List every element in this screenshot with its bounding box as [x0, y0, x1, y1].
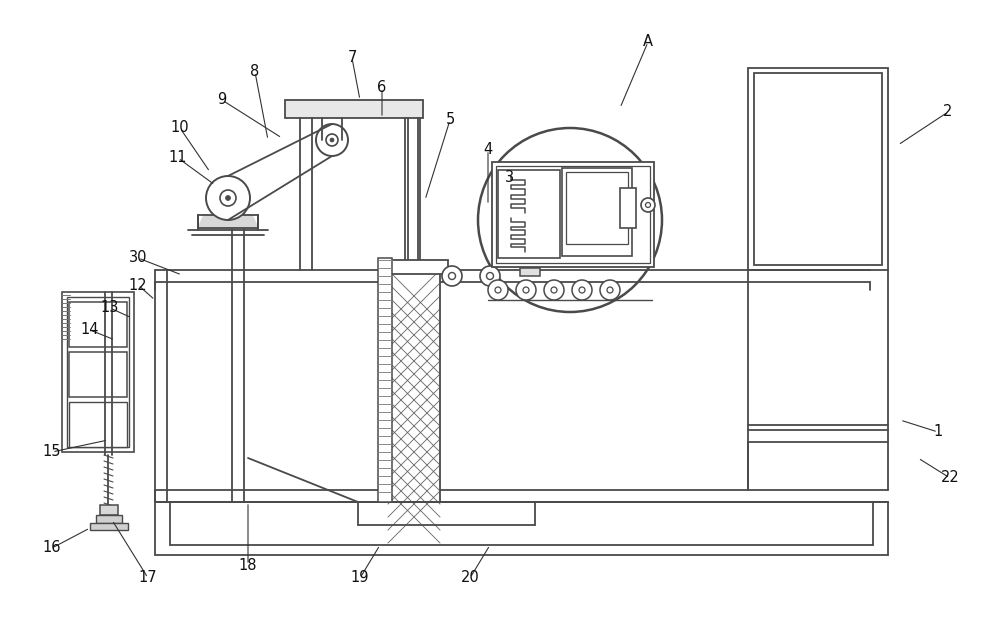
Bar	[100, 505, 118, 515]
Text: 14: 14	[81, 322, 99, 337]
Text: 19: 19	[351, 571, 369, 586]
Circle shape	[330, 138, 334, 142]
Bar	[69, 352, 127, 397]
Bar	[620, 188, 636, 228]
Text: 17: 17	[139, 571, 157, 586]
Text: 22: 22	[941, 471, 959, 486]
Bar	[492, 162, 654, 267]
Bar	[285, 100, 423, 118]
Circle shape	[480, 266, 500, 286]
Bar	[69, 302, 127, 347]
Bar	[566, 172, 628, 244]
Circle shape	[206, 176, 250, 220]
Polygon shape	[198, 215, 258, 228]
Text: 7: 7	[347, 50, 357, 65]
Circle shape	[516, 280, 536, 300]
Circle shape	[488, 280, 508, 300]
Text: 10: 10	[171, 120, 189, 135]
Text: 20: 20	[461, 571, 479, 586]
Text: 9: 9	[217, 93, 227, 107]
Bar	[562, 168, 632, 256]
Text: 15: 15	[43, 445, 61, 460]
Bar	[498, 170, 560, 258]
Circle shape	[226, 196, 230, 201]
Text: 11: 11	[169, 150, 187, 166]
Bar	[378, 258, 392, 502]
Text: 12: 12	[129, 278, 147, 292]
Bar	[62, 292, 134, 452]
Text: 30: 30	[129, 250, 147, 266]
Text: 8: 8	[250, 65, 260, 79]
Text: 5: 5	[445, 112, 455, 127]
Bar	[69, 402, 127, 447]
Circle shape	[544, 280, 564, 300]
Bar	[96, 515, 122, 523]
Text: 13: 13	[101, 301, 119, 315]
Text: 18: 18	[239, 558, 257, 573]
Text: 6: 6	[377, 81, 387, 96]
Circle shape	[478, 128, 662, 312]
Bar	[496, 166, 650, 263]
Text: 3: 3	[505, 171, 515, 186]
Circle shape	[442, 266, 462, 286]
Text: 1: 1	[933, 425, 943, 440]
Bar	[67, 297, 129, 447]
Circle shape	[316, 124, 348, 156]
Text: 4: 4	[483, 142, 493, 158]
Circle shape	[600, 280, 620, 300]
Text: A: A	[643, 35, 653, 50]
Circle shape	[641, 198, 655, 212]
Text: 16: 16	[43, 540, 61, 556]
Bar	[754, 73, 882, 265]
Bar	[520, 268, 540, 276]
Bar	[748, 68, 888, 270]
Bar	[90, 523, 128, 530]
Bar	[380, 260, 448, 274]
Text: 2: 2	[943, 104, 953, 119]
Circle shape	[572, 280, 592, 300]
Bar	[388, 270, 440, 502]
